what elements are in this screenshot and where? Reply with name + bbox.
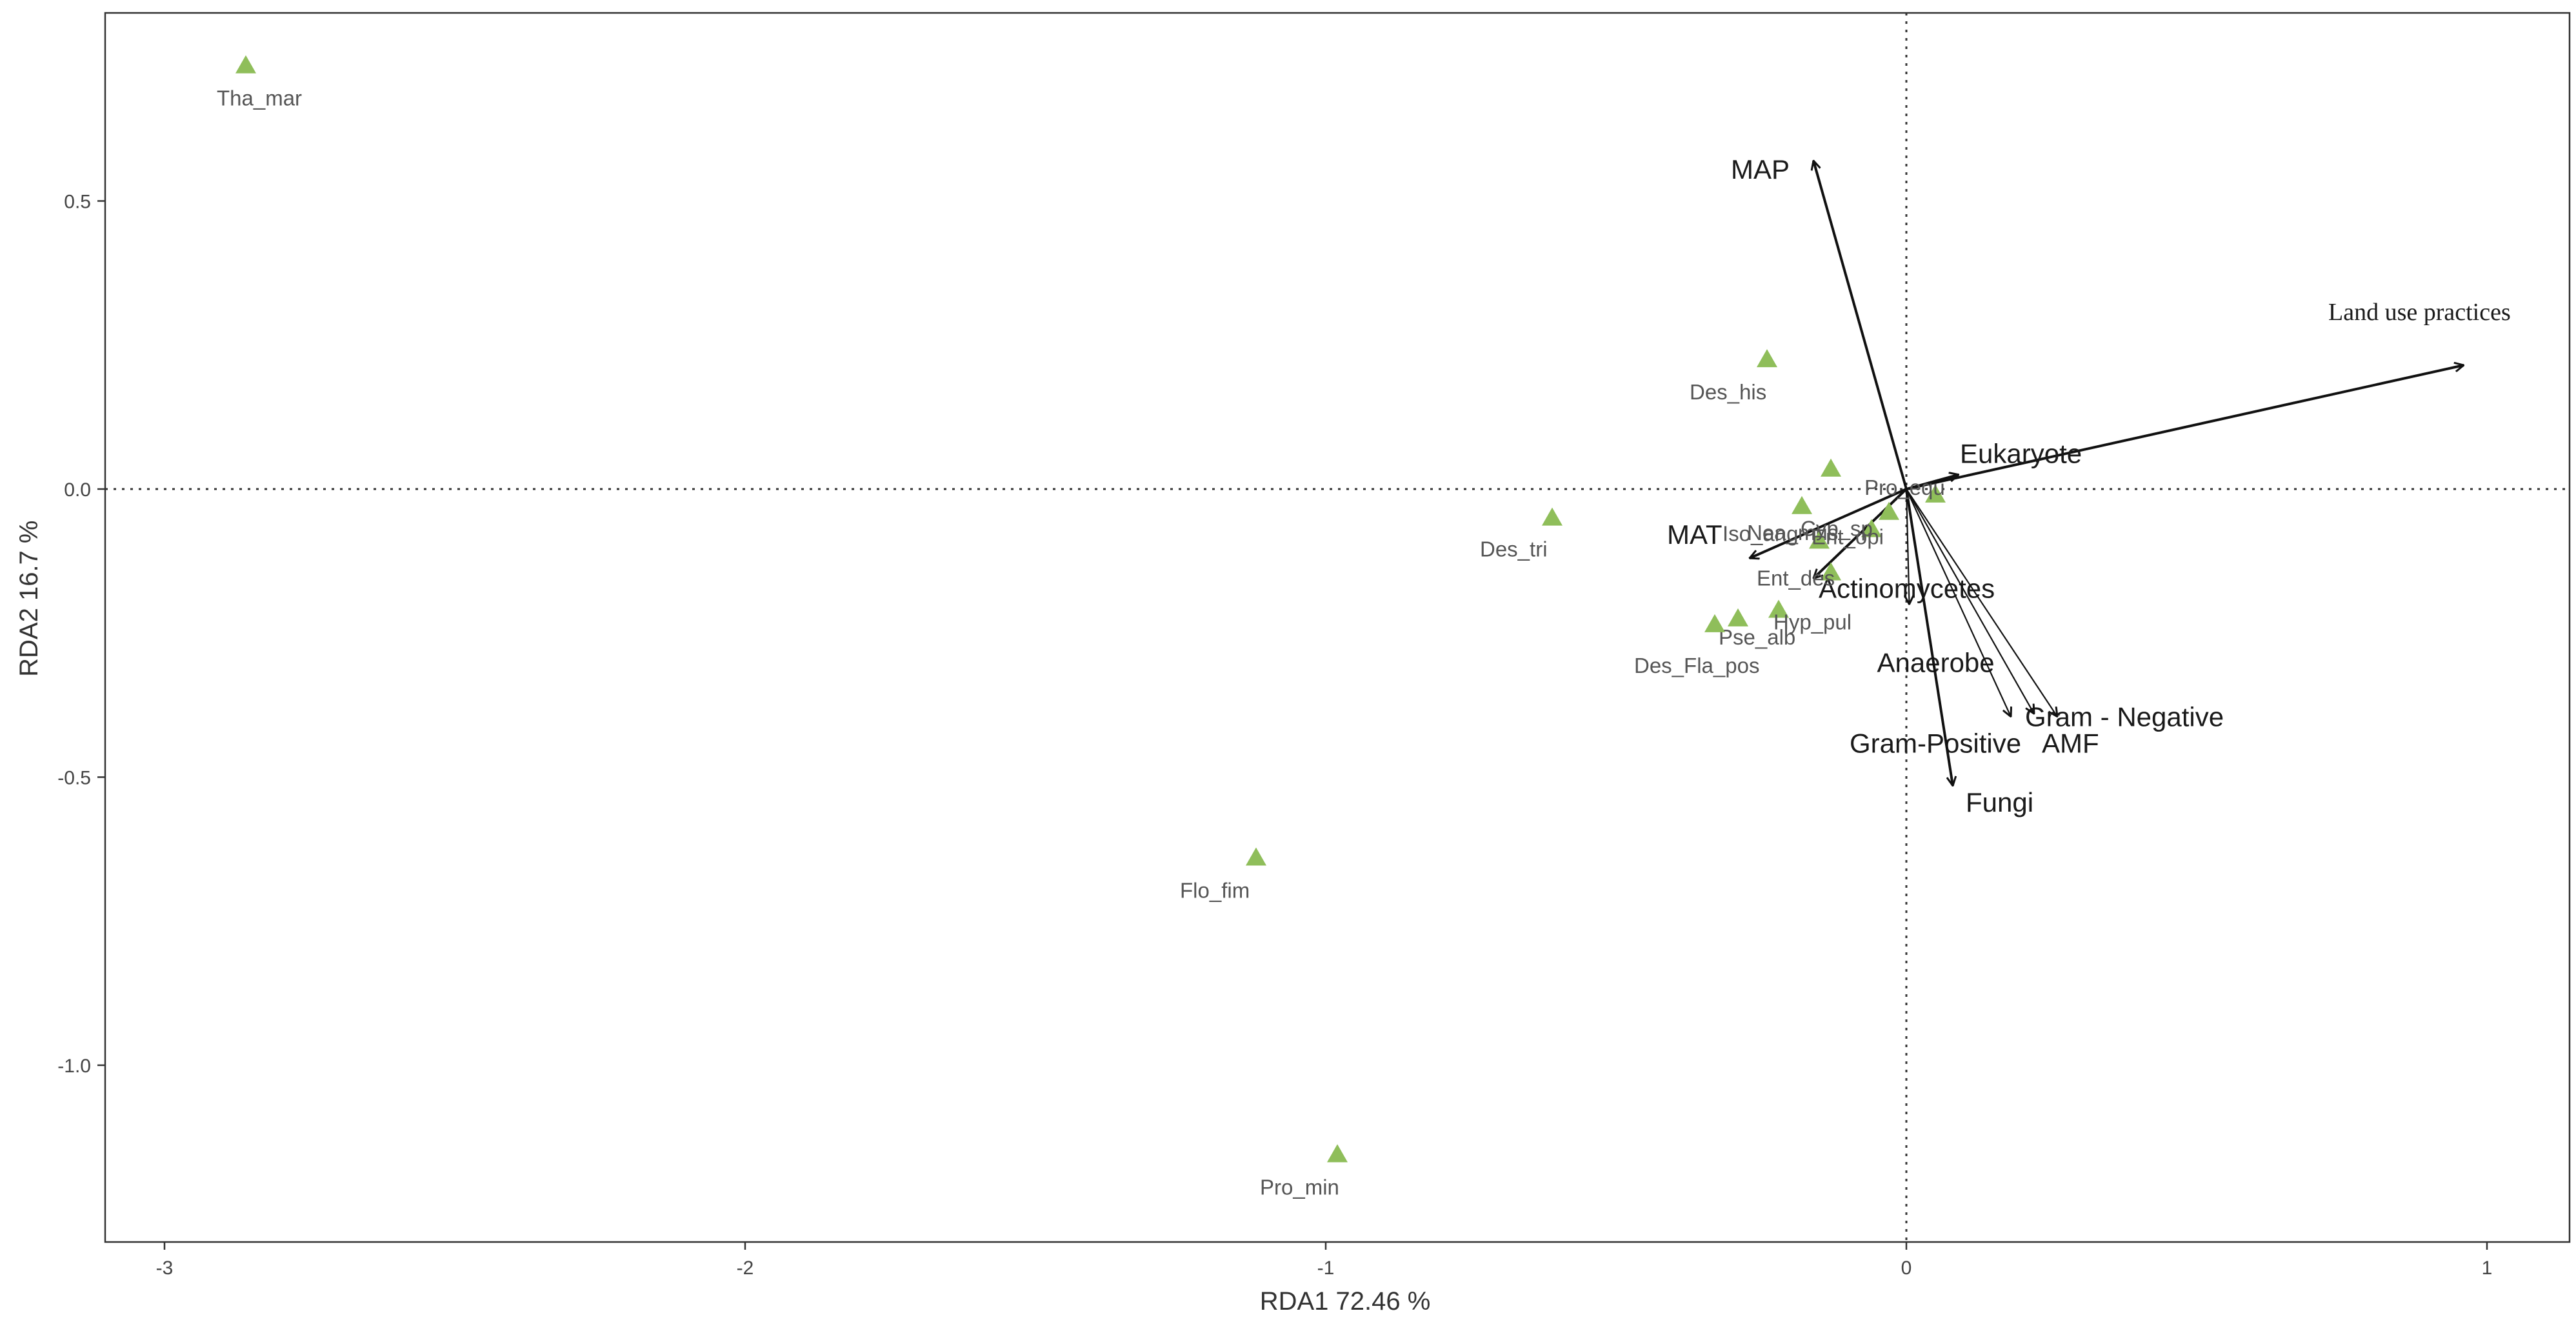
env-vector-arrow <box>1906 475 1959 490</box>
species-label: Des_tri <box>1480 537 1548 561</box>
y-tick-label: -0.5 <box>57 768 91 789</box>
y-tick-label: 0.0 <box>64 479 91 501</box>
species-label: Iso_ang <box>1722 521 1798 545</box>
species-label: Ent_des <box>1757 566 1835 590</box>
environmental-vectors: Land use practicesMAPEukaryoteMATActinom… <box>1667 154 2511 817</box>
species-marker <box>1879 501 1899 520</box>
env-vector-label: MAP <box>1731 154 1790 185</box>
env-vector-label: AMF <box>2042 728 2099 758</box>
env-vector-arrow <box>1906 488 2011 717</box>
species-marker <box>1728 608 1748 626</box>
y-tick-label: -1.0 <box>57 1056 91 1077</box>
x-tick-label: -3 <box>156 1257 174 1279</box>
species-label: Des_Fla_pos <box>1634 654 1759 677</box>
species-points: Tha_marDes_hisDes_triFlo_fimPro_minNea_m… <box>217 55 1946 1199</box>
species-marker <box>1809 530 1830 549</box>
species-marker <box>1327 1144 1348 1163</box>
species-marker <box>235 55 256 74</box>
x-tick-label: 1 <box>2482 1257 2493 1279</box>
species-marker <box>1925 484 1946 503</box>
env-vector-label: Land use practices <box>2328 299 2511 326</box>
x-axis-title: RDA1 72.46 % <box>1260 1287 1431 1316</box>
species-marker <box>1821 562 1841 581</box>
y-tick-label: 0.5 <box>64 192 91 213</box>
env-vector-label: Gram - Negative <box>2025 702 2224 732</box>
env-vector-arrow <box>1906 488 2034 714</box>
species-label: Pro_min <box>1260 1175 1339 1199</box>
species-marker <box>1821 458 1841 477</box>
species-marker <box>1792 496 1812 514</box>
plot-panel-border <box>104 12 2571 1243</box>
x-tick-label: -2 <box>737 1257 754 1279</box>
x-tick-label: 0 <box>1901 1257 1912 1279</box>
env-vector-arrow <box>1813 488 1908 578</box>
species-marker <box>1246 847 1266 866</box>
species-label: Hyp_pul <box>1773 610 1852 634</box>
species-label: Flo_fim <box>1180 879 1250 903</box>
species-label: Tha_mar <box>217 86 302 110</box>
env-vector-arrow <box>1813 161 1908 490</box>
species-marker <box>1542 507 1563 526</box>
species-label: Cyp_sp <box>1801 517 1873 541</box>
species-label: Ent_opi <box>1812 525 1884 549</box>
species-marker <box>1704 614 1725 632</box>
env-vector-label: Gram-Positive <box>1850 728 2021 759</box>
env-vector-arrow <box>1906 488 1910 605</box>
species-label: Des_his <box>1690 380 1766 404</box>
env-vector-label: MAT <box>1667 519 1722 550</box>
species-marker <box>1757 349 1777 368</box>
env-vector-arrow <box>1906 488 2057 717</box>
env-vector-label: Fungi <box>1966 787 2033 817</box>
env-vector-arrow <box>1905 488 1953 786</box>
species-marker <box>1861 519 1882 537</box>
env-vector-label: Eukaryote <box>1960 439 2082 469</box>
x-tick-label: -1 <box>1317 1257 1335 1279</box>
env-vector-arrow <box>1906 365 2464 490</box>
species-label: Pse_alb <box>1719 625 1795 649</box>
species-label: Pro_equ <box>1864 476 1945 499</box>
env-vector-arrow <box>1750 488 1907 558</box>
y-axis-title: RDA2 16.7 % <box>15 520 43 676</box>
x-axis: -3 -2 -1 0 1 <box>156 1242 2493 1279</box>
y-axis: -1.0 -0.5 0.0 0.5 <box>57 192 105 1077</box>
species-marker <box>1768 599 1789 618</box>
